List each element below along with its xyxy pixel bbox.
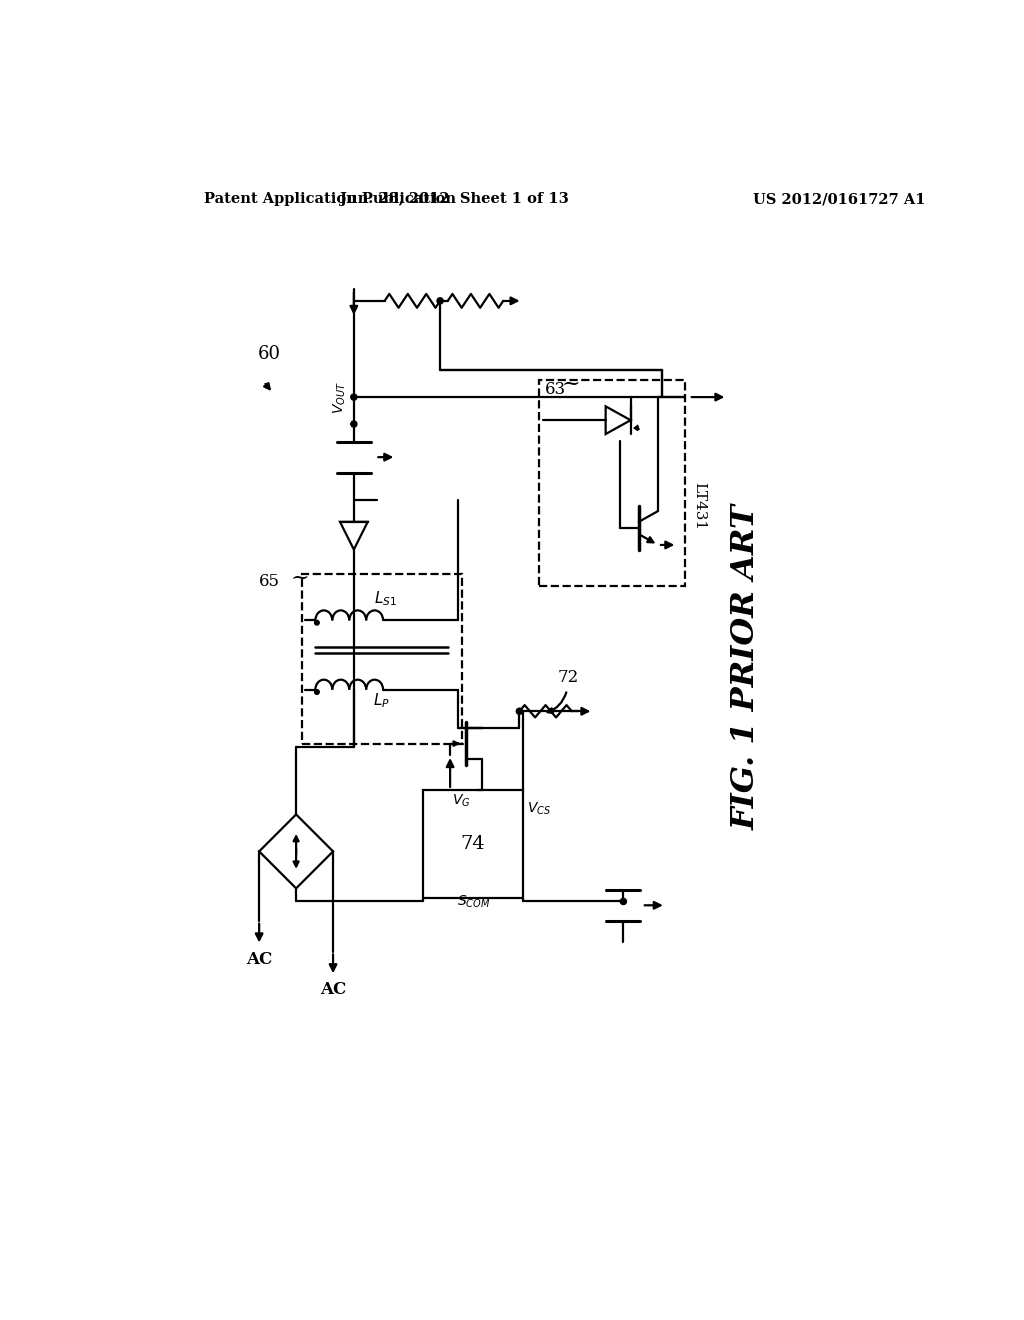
Circle shape [351,395,357,400]
Circle shape [314,620,319,626]
Text: AC: AC [319,982,346,998]
Circle shape [314,689,319,694]
Text: $S_{COM}$: $S_{COM}$ [457,894,489,911]
Circle shape [621,899,627,904]
Text: 65: 65 [259,573,280,590]
Text: FIG. 1 PRIOR ART: FIG. 1 PRIOR ART [731,504,762,829]
Text: $V_G$: $V_G$ [453,792,471,809]
Circle shape [516,708,522,714]
Text: Patent Application Publication: Patent Application Publication [204,193,456,206]
Text: $V_{OUT}$: $V_{OUT}$ [332,380,348,413]
Text: ~: ~ [562,372,581,395]
Bar [301,574,462,743]
Text: US 2012/0161727 A1: US 2012/0161727 A1 [753,193,926,206]
Text: LT431: LT431 [692,482,706,531]
Bar [539,380,685,586]
Circle shape [437,298,443,304]
Text: ~: ~ [291,566,309,589]
Text: $L_{P}$: $L_{P}$ [373,692,390,710]
Circle shape [351,421,357,428]
Text: 72: 72 [558,669,580,686]
Text: AC: AC [246,950,272,968]
Text: $L_{S1}$: $L_{S1}$ [374,590,397,609]
Text: $V_{CS}$: $V_{CS}$ [527,801,551,817]
Text: 63: 63 [545,381,566,399]
Text: 60: 60 [258,345,281,363]
Text: 74: 74 [461,834,485,853]
Text: Jun. 28, 2012  Sheet 1 of 13: Jun. 28, 2012 Sheet 1 of 13 [340,193,568,206]
Bar [423,789,523,898]
